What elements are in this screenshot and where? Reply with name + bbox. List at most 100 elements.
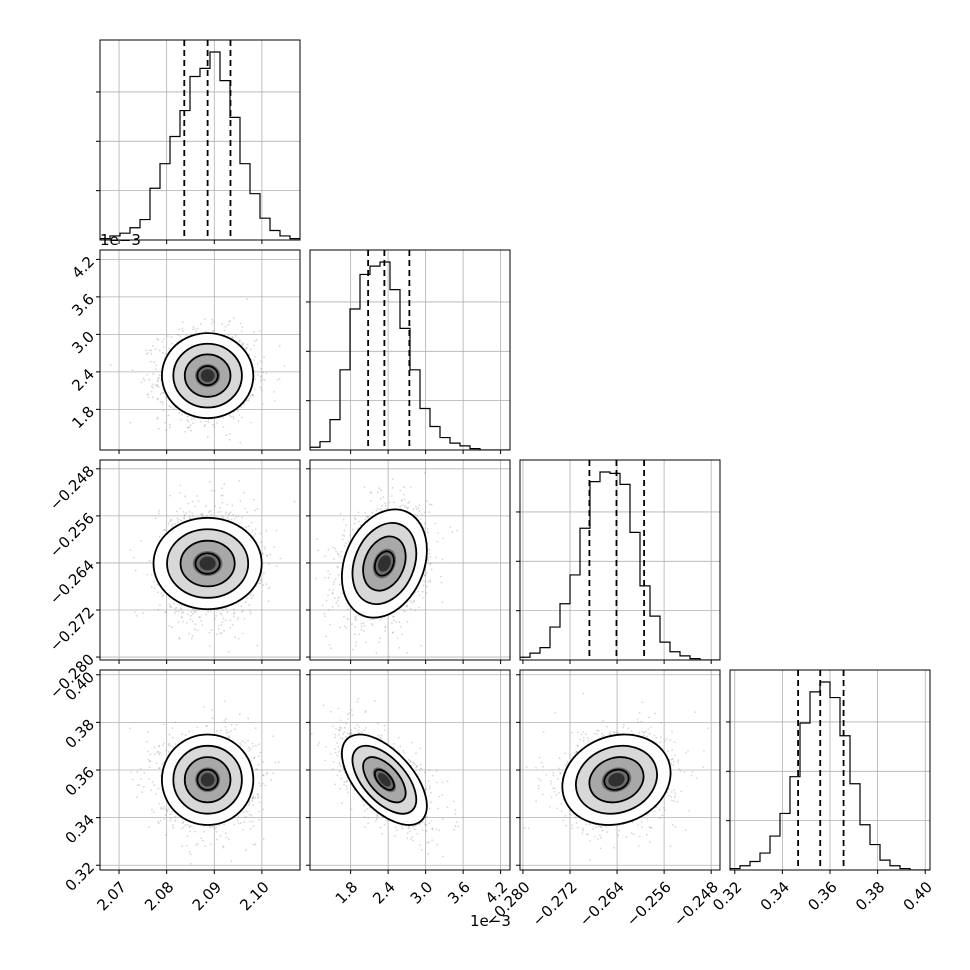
scatter-point (187, 426, 189, 429)
scatter-point (253, 340, 256, 343)
scatter-point (346, 617, 349, 620)
scatter-point (376, 491, 379, 494)
scatter-point (213, 426, 216, 429)
scatter-point (177, 334, 179, 336)
scatter-point (244, 507, 246, 510)
panel-2-0 (96, 459, 301, 664)
scatter-point (254, 378, 257, 381)
scatter-point (240, 406, 243, 408)
scatter-point (163, 723, 165, 726)
scatter-point (182, 620, 185, 623)
scatter-point (228, 838, 230, 840)
scatter-point (200, 514, 203, 516)
scatter-point (419, 518, 422, 520)
scatter-point (109, 364, 112, 366)
scatter-point (172, 826, 175, 829)
scatter-point (212, 321, 215, 323)
scatter-point (260, 541, 263, 544)
scatter-point (158, 374, 161, 376)
scatter-point (437, 532, 440, 534)
scatter-point (157, 379, 159, 382)
scatter-point (164, 611, 167, 614)
scatter-point (160, 592, 163, 595)
scatter-point (225, 732, 228, 734)
scatter-point (422, 584, 425, 587)
scatter-point (409, 607, 412, 610)
scatter-point (416, 514, 419, 517)
scatter-point (241, 344, 244, 346)
scatter-point (249, 594, 252, 597)
scatter-point (343, 535, 346, 537)
scatter-point (327, 594, 329, 597)
scatter-point (156, 416, 159, 419)
scatter-point (370, 619, 372, 621)
scatter-point (227, 514, 230, 516)
scatter-point (181, 413, 183, 416)
scatter-point (325, 635, 328, 638)
scatter-point (171, 342, 173, 345)
scatter-point (429, 562, 432, 565)
scatter-point (189, 614, 192, 617)
scatter-point (241, 632, 244, 635)
scatter-point (210, 629, 213, 631)
scatter-point (335, 550, 338, 553)
histogram-step (520, 471, 720, 660)
scatter-point (185, 512, 188, 514)
scatter-point (163, 529, 165, 532)
scatter-point (275, 529, 278, 532)
scatter-point (223, 629, 226, 632)
scatter-point (263, 356, 265, 358)
scatter-point (174, 816, 177, 818)
scatter-point (347, 608, 349, 611)
scatter-point (423, 522, 426, 525)
scatter-point (191, 418, 193, 420)
scatter-point (239, 339, 241, 342)
scatter-point (265, 529, 267, 532)
scatter-point (158, 767, 161, 769)
scatter-point (151, 345, 154, 347)
scatter-point (230, 415, 232, 418)
scatter-point (351, 623, 353, 625)
scatter-point (145, 740, 148, 743)
scatter-point (169, 494, 172, 497)
scatter-point (348, 540, 350, 543)
scatter-point (179, 335, 182, 337)
scatter-point (253, 331, 256, 334)
scatter-point (171, 523, 174, 526)
scatter-point (187, 613, 189, 616)
scatter-point (403, 610, 406, 613)
scatter-point (169, 813, 172, 816)
scatter-point (268, 563, 270, 565)
scatter-point (227, 324, 230, 326)
scatter-point (154, 348, 157, 350)
scatter-point (187, 426, 190, 429)
scatter-point (393, 501, 396, 503)
scatter-point (429, 556, 432, 558)
scatter-point (190, 429, 193, 432)
scatter-point (250, 521, 253, 524)
scatter-point (378, 641, 381, 644)
scatter-point (169, 605, 172, 608)
scatter-point (333, 580, 335, 583)
scatter-point (211, 330, 214, 332)
scatter-point (220, 494, 223, 497)
scatter-point (328, 588, 331, 591)
scatter-point (183, 517, 186, 520)
scatter-point (168, 733, 171, 736)
scatter-point (392, 615, 394, 618)
scatter-point (170, 519, 172, 522)
scatter-point (205, 514, 208, 517)
scatter-point (149, 349, 152, 352)
scatter-point (205, 505, 208, 508)
scatter-point (186, 835, 189, 838)
scatter-point (343, 545, 346, 547)
scatter-point (216, 422, 219, 424)
scatter-point (249, 610, 252, 612)
scatter-point (440, 581, 443, 584)
scatter-point (202, 839, 204, 842)
scatter-point (229, 619, 232, 622)
scatter-point (401, 504, 404, 507)
scatter-point (251, 394, 254, 396)
scatter-point (164, 529, 167, 531)
scatter-point (179, 607, 182, 610)
